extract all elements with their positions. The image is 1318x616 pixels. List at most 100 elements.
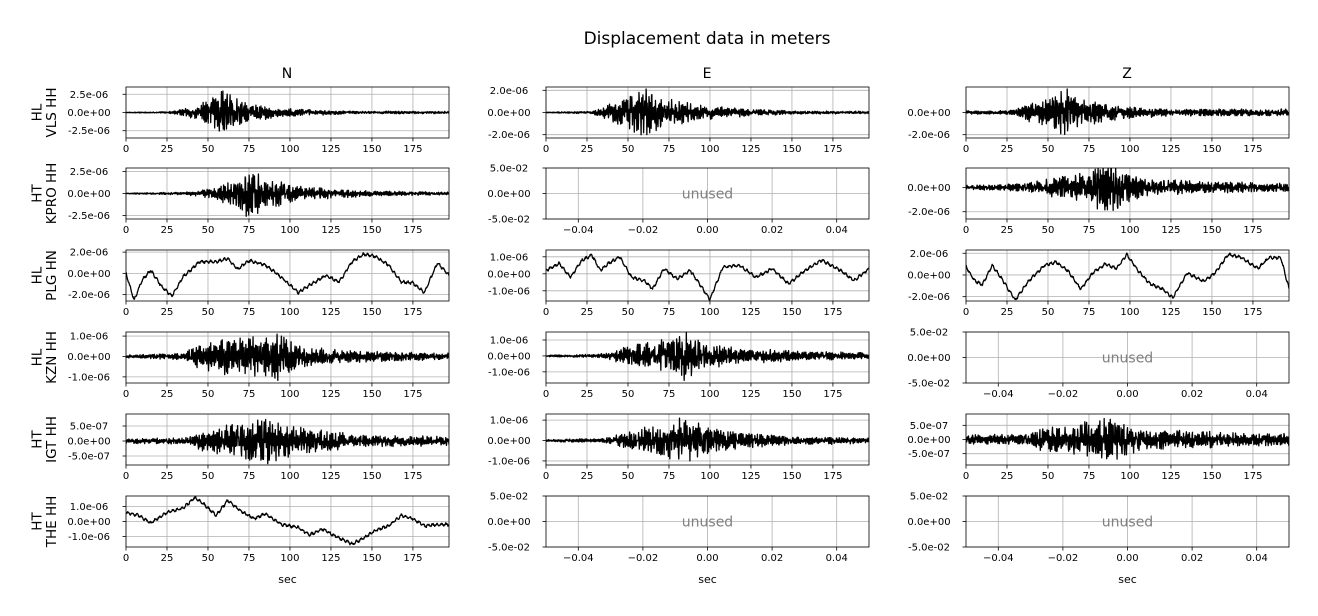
panel-plg-hn-e: 0 25 50 75 100 125 150 175 1.0e-06 0.0e+00 -1.0e-0… — [487, 249, 870, 318]
x-tick-label: 125 — [741, 389, 760, 400]
panel-kpro-hh-n: 0 25 50 75 100 125 150 175 2.5e-06 0.0e+00 -2.5e-0… — [67, 167, 450, 236]
x-tick-label: −0.04 — [563, 225, 594, 236]
x-tick-label: 0 — [543, 471, 549, 482]
x-tick-label: 0.04 — [826, 553, 848, 564]
y-tick-label: -2.0e-06 — [908, 207, 950, 218]
x-tick-label: 125 — [1161, 471, 1180, 482]
y-tick-label: 0.0e+00 — [67, 189, 110, 200]
row-label-station: THE HH — [44, 496, 60, 549]
y-tick-label: 5.0e-02 — [490, 492, 528, 503]
panel-frame — [125, 167, 450, 220]
y-tick-label: 0.0e+00 — [907, 183, 950, 194]
waveform-trace — [126, 418, 449, 465]
x-tick-label: 150 — [362, 144, 381, 155]
row-label-station: PLG HN — [44, 250, 60, 301]
x-tick-label: 50 — [1042, 471, 1055, 482]
y-tick-label: -2.5e-06 — [68, 126, 110, 137]
panel-kzn-hh-n: 0 25 50 75 100 125 150 175 1.0e-06 0.0e+00 -1.0e-0… — [67, 331, 450, 400]
x-tick-label: 75 — [1083, 225, 1096, 236]
x-tick-label: 0 — [543, 389, 549, 400]
y-tick-label: 0.0e+00 — [907, 270, 950, 281]
waveform-trace — [126, 173, 449, 217]
panel-vls-hh-z: 0 25 50 75 100 125 150 175 0.0e+00 -2.0e-06 — [907, 86, 1290, 155]
y-tick-label: 5.0e-02 — [910, 492, 948, 503]
x-tick-label: 25 — [581, 389, 594, 400]
x-tick-label: 150 — [782, 144, 801, 155]
x-tick-label: 150 — [362, 471, 381, 482]
panel-plg-hn-z: 0 25 50 75 100 125 150 175 2.0e-06 0.0e+00 -2.0e-0… — [907, 249, 1290, 318]
x-tick-label: 0.00 — [696, 553, 718, 564]
x-tick-label: 100 — [280, 471, 299, 482]
x-tick-label: 0 — [123, 471, 129, 482]
panel-vls-hh-e: 0 25 50 75 100 125 150 175 2.0e-06 0.0e+00 -2.0e-0… — [487, 86, 870, 155]
y-tick-label: 2.0e-06 — [70, 248, 108, 259]
x-tick-label: −0.04 — [563, 553, 594, 564]
y-tick-label: 0.0e+00 — [67, 269, 110, 280]
y-tick-label: 1.0e-06 — [490, 335, 528, 346]
row-label: HLVLS HH — [30, 88, 60, 138]
x-tick-label: 50 — [202, 225, 215, 236]
x-tick-label: 175 — [823, 389, 842, 400]
x-tick-label: 125 — [321, 307, 340, 318]
y-tick-label: 0.0e+00 — [67, 517, 110, 528]
x-tick-label: 25 — [581, 307, 594, 318]
panel-kzn-hh-e: 0 25 50 75 100 125 150 175 1.0e-06 0.0e+00 -1.0e-0… — [487, 331, 870, 400]
y-tick-label: 0.0e+00 — [487, 517, 530, 528]
x-tick-label: 150 — [1202, 225, 1221, 236]
panel-kzn-hh-z: −0.04 −0.02 0.00 0.02 0.04 5.0e-02 0.0e+00 -5.0… — [907, 328, 1290, 400]
y-tick-label: 0.0e+00 — [487, 269, 530, 280]
x-tick-label: 100 — [1120, 471, 1139, 482]
x-tick-label: 100 — [700, 307, 719, 318]
y-tick-label: -5.0e-07 — [908, 449, 950, 460]
row-label-network: HL — [30, 266, 46, 284]
column-title-e: E — [703, 66, 712, 82]
x-tick-label: 150 — [362, 389, 381, 400]
x-tick-label: 25 — [161, 471, 174, 482]
figure-title: Displacement data in meters — [584, 29, 831, 49]
panel-frame — [125, 86, 450, 139]
y-tick-label: -2.0e-06 — [68, 290, 110, 301]
y-tick-label: 0.0e+00 — [67, 352, 110, 363]
panel-frame — [965, 249, 1290, 302]
waveform-trace — [546, 417, 869, 462]
panel-frame — [125, 331, 450, 384]
x-tick-label: 0.02 — [1181, 389, 1203, 400]
y-tick-label: 0.0e+00 — [907, 353, 950, 364]
x-tick-label: 150 — [782, 389, 801, 400]
x-tick-label: 0.04 — [1246, 389, 1268, 400]
x-tick-label: 0 — [123, 553, 129, 564]
x-tick-label: 25 — [581, 144, 594, 155]
panel-frame — [965, 331, 1290, 384]
row-label: HLKZN HH — [30, 331, 60, 384]
x-tick-label: 175 — [1243, 471, 1262, 482]
waveform-trace — [966, 88, 1289, 135]
x-tick-label: 25 — [161, 389, 174, 400]
x-tick-label: 75 — [243, 471, 256, 482]
panel-frame — [125, 495, 450, 548]
waveform-trace — [966, 168, 1289, 212]
x-tick-label: 0 — [123, 389, 129, 400]
x-tick-label: 0.04 — [826, 225, 848, 236]
y-tick-label: 0.0e+00 — [487, 189, 530, 200]
x-tick-label: 75 — [1083, 471, 1096, 482]
y-tick-label: 1.0e-06 — [490, 416, 528, 427]
x-tick-label: 0 — [963, 307, 969, 318]
y-tick-label: 0.0e+00 — [487, 108, 530, 119]
panel-frame — [545, 495, 870, 548]
panel-igt-hh-z: 0 25 50 75 100 125 150 175 5.0e-07 0.0e+00 -5.0e-0… — [907, 413, 1290, 482]
x-tick-label: 75 — [243, 553, 256, 564]
x-tick-label: 150 — [362, 307, 381, 318]
x-tick-label: −0.04 — [983, 553, 1014, 564]
x-tick-label: 100 — [280, 307, 299, 318]
unused-label: unused — [682, 187, 733, 203]
row-label: HTIGT HH — [30, 416, 60, 463]
x-tick-label: 150 — [362, 225, 381, 236]
waveform-trace — [126, 90, 449, 132]
x-tick-label: −0.02 — [1048, 389, 1079, 400]
waveform-trace — [126, 252, 449, 300]
x-tick-label: 75 — [1083, 307, 1096, 318]
y-tick-label: 0.0e+00 — [907, 108, 950, 119]
y-tick-label: 0.0e+00 — [907, 517, 950, 528]
panel-kpro-hh-e: −0.04 −0.02 0.00 0.02 0.04 5.0e-02 0.0e+00 -5.0… — [487, 164, 870, 236]
x-tick-label: 25 — [161, 553, 174, 564]
